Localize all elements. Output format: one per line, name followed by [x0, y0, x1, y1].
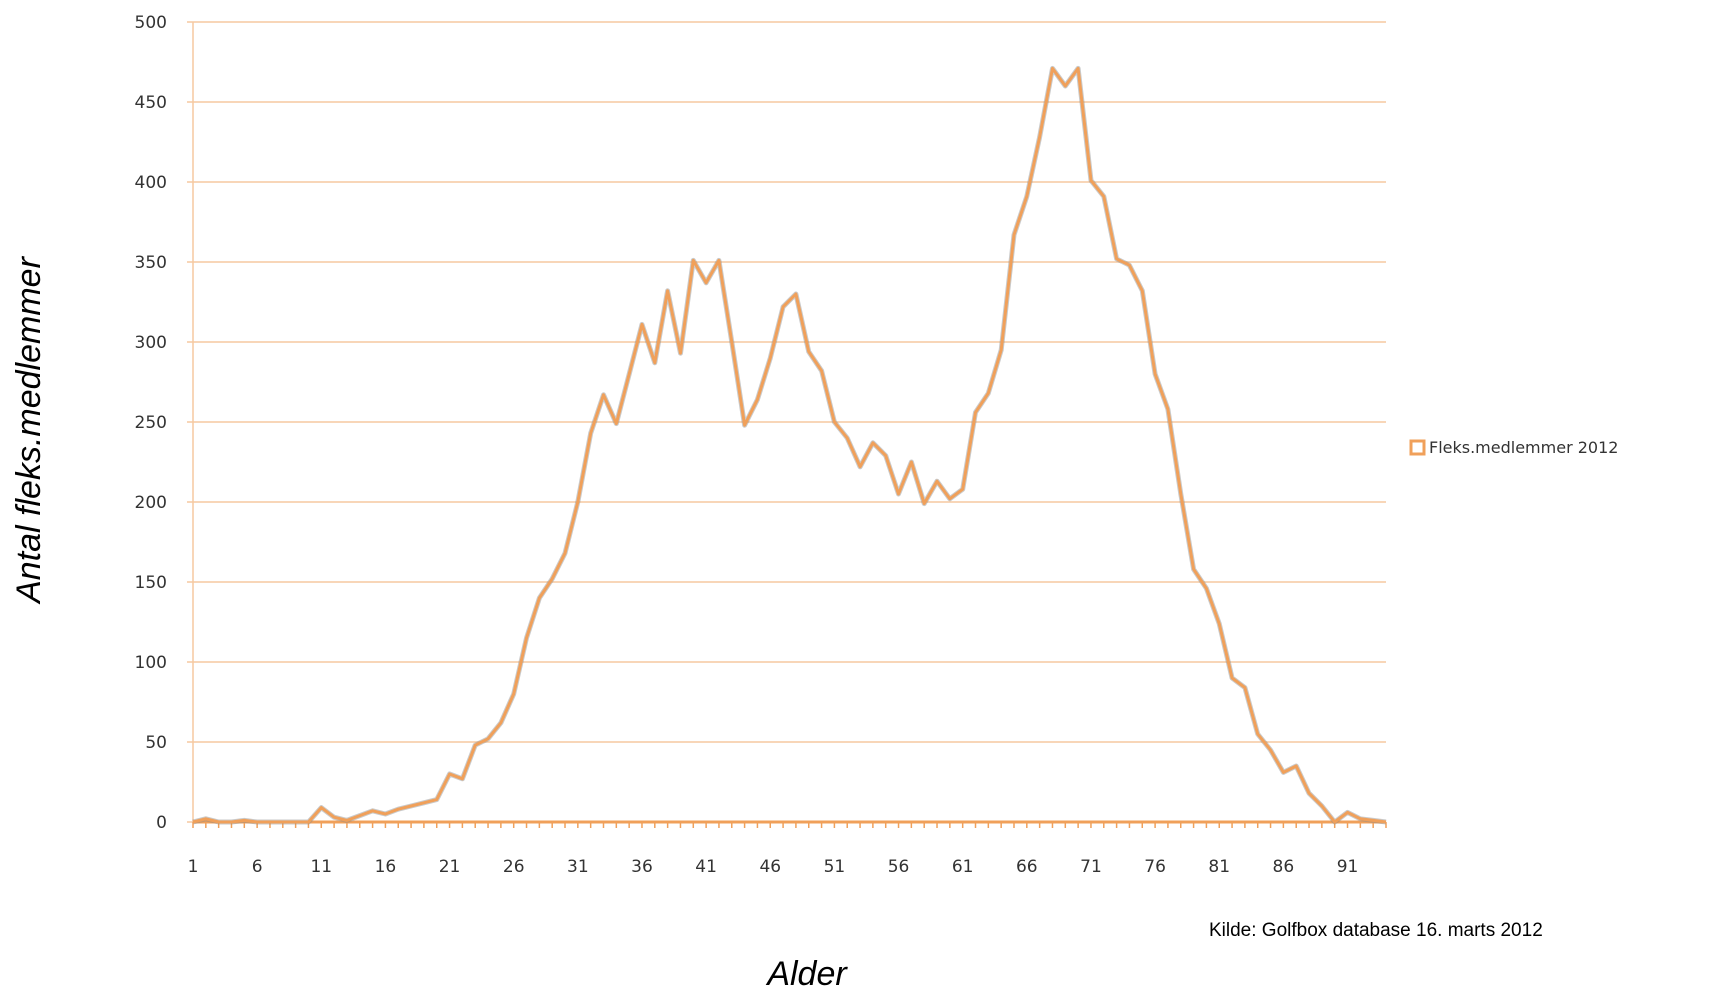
- legend: Fleks.medlemmer 2012: [1409, 438, 1618, 457]
- x-tick-label: 16: [375, 857, 397, 877]
- series-group: [192, 65, 1387, 825]
- x-tick-label: 36: [631, 857, 653, 877]
- x-tick-label: 26: [503, 857, 525, 877]
- y-tick-label: 300: [135, 333, 167, 353]
- y-tick-label: 450: [135, 93, 167, 113]
- legend-label: Fleks.medlemmer 2012: [1429, 438, 1618, 457]
- y-tick-label: 0: [156, 813, 167, 833]
- x-tick-label: 21: [439, 857, 461, 877]
- y-axis-title: Antal fleks.medlemmer: [10, 255, 48, 604]
- x-tick-label: 91: [1337, 857, 1359, 877]
- legend-swatch: [1409, 439, 1426, 456]
- x-tick-label: 51: [824, 857, 846, 877]
- y-tick-label: 250: [135, 413, 167, 433]
- x-tick-label: 86: [1273, 857, 1295, 877]
- x-axis-ticks: 1 6 11 16 21 26 31 36 41 46 51 56 61 66 71 76 81 86 91: [188, 857, 1359, 877]
- source-note: Kilde: Golfbox database 16. marts 2012: [1209, 920, 1543, 941]
- series-line: [192, 66, 1387, 824]
- x-tick-label: 11: [310, 857, 332, 877]
- x-tick-label: 41: [695, 857, 717, 877]
- x-tick-label: 1: [188, 857, 199, 877]
- x-tick-label: 81: [1208, 857, 1230, 877]
- x-axis-title: Alder: [765, 955, 848, 990]
- x-tick-label: 6: [252, 857, 263, 877]
- x-tick-label: 31: [567, 857, 589, 877]
- y-tick-label: 50: [145, 733, 167, 753]
- y-tick-label: 400: [135, 173, 167, 193]
- x-tick-label: 76: [1144, 857, 1166, 877]
- x-tick-label: 66: [1016, 857, 1038, 877]
- gridlines: [192, 21, 1386, 822]
- y-axis-ticks: 0 50 100 150 200 250 300 350 400 450 500: [135, 13, 193, 833]
- x-tick-label: 56: [888, 857, 910, 877]
- x-tick-label: 61: [952, 857, 974, 877]
- y-tick-label: 500: [135, 13, 167, 33]
- x-axis: [192, 820, 1387, 828]
- x-tick-label: 71: [1080, 857, 1102, 877]
- x-tick-label: 46: [759, 857, 781, 877]
- y-tick-label: 150: [135, 573, 167, 593]
- y-tick-label: 100: [135, 653, 167, 673]
- y-tick-label: 200: [135, 493, 167, 513]
- y-tick-label: 350: [135, 253, 167, 273]
